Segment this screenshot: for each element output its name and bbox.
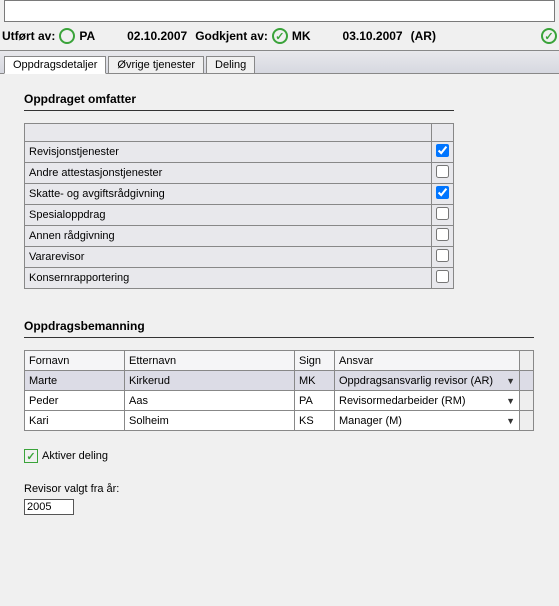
col-fornavn: Fornavn — [25, 351, 125, 371]
staff-table: Fornavn Etternavn Sign Ansvar MarteKirke… — [24, 350, 534, 431]
utfort-label: Utført av: — [2, 29, 55, 43]
staff-ansvar-label: Revisormedarbeider (RM) — [339, 395, 466, 407]
staff-sign: KS — [295, 411, 335, 431]
revisor-year-label: Revisor valgt fra år: — [24, 483, 535, 495]
godkjent-label: Godkjent av: — [195, 29, 268, 43]
content-area: Oppdraget omfatter RevisjonstjenesterAnd… — [0, 74, 559, 533]
service-checkbox-cell — [432, 142, 454, 163]
service-label: Konsernrapportering — [25, 268, 432, 289]
revisor-year-input[interactable] — [24, 499, 74, 515]
service-checkbox[interactable] — [436, 249, 449, 262]
service-label: Andre attestasjonstjenester — [25, 163, 432, 184]
check-circle-icon: ✓ — [272, 28, 288, 44]
services-header-chk — [432, 124, 454, 142]
col-ansvar: Ansvar — [335, 351, 520, 371]
divider — [24, 110, 454, 111]
dropdown-arrow-icon[interactable]: ▼ — [506, 416, 515, 426]
staff-fornavn: Kari — [25, 411, 125, 431]
godkjent-initials: MK — [292, 29, 311, 43]
staff-row[interactable]: PederAasPA Revisormedarbeider (RM) ▼ — [25, 391, 534, 411]
section-title-omfatter: Oppdraget omfatter — [24, 92, 535, 106]
service-checkbox-cell — [432, 268, 454, 289]
utfort-date: 02.10.2007 — [127, 29, 187, 43]
staff-sign: MK — [295, 371, 335, 391]
service-label: Revisjonstjenester — [25, 142, 432, 163]
service-checkbox[interactable] — [436, 186, 449, 199]
status-bar: Utført av: PA 02.10.2007 Godkjent av: ✓ … — [0, 22, 559, 50]
staff-fornavn: Peder — [25, 391, 125, 411]
staff-etternavn: Solheim — [125, 411, 295, 431]
services-header-empty — [25, 124, 432, 142]
utfort-initials: PA — [79, 29, 95, 43]
dropdown-arrow-icon[interactable]: ▼ — [506, 396, 515, 406]
aktiver-deling-row: ✓ Aktiver deling — [24, 449, 535, 463]
ar-suffix: (AR) — [411, 29, 436, 43]
col-etternavn: Etternavn — [125, 351, 295, 371]
staff-ansvar-cell[interactable]: Oppdragsansvarlig revisor (AR) ▼ — [335, 371, 520, 391]
dropdown-arrow-icon[interactable]: ▼ — [506, 376, 515, 386]
staff-fornavn: Marte — [25, 371, 125, 391]
aktiver-deling-label: Aktiver deling — [42, 450, 108, 462]
scrollbar-cell — [520, 371, 534, 391]
staff-row[interactable]: MarteKirkerudMKOppdragsansvarlig revisor… — [25, 371, 534, 391]
aktiver-deling-checkbox[interactable]: ✓ — [24, 449, 38, 463]
staff-row[interactable]: KariSolheimKS Manager (M) ▼ — [25, 411, 534, 431]
service-label: Vararevisor — [25, 247, 432, 268]
service-checkbox-cell — [432, 226, 454, 247]
tab-ovrige-tjenester[interactable]: Øvrige tjenester — [108, 56, 204, 74]
scrollbar-cell — [520, 411, 534, 431]
staff-ansvar-label: Manager (M) — [339, 415, 402, 427]
section-title-bemanning: Oppdragsbemanning — [24, 319, 535, 333]
service-checkbox-cell — [432, 205, 454, 226]
service-checkbox[interactable] — [436, 144, 449, 157]
tab-oppdragsdetaljer[interactable]: Oppdragsdetaljer — [4, 56, 106, 74]
service-checkbox-cell — [432, 184, 454, 205]
tab-bar: Oppdragsdetaljer Øvrige tjenester Deling — [0, 50, 559, 74]
staff-ansvar-cell[interactable]: Revisormedarbeider (RM) ▼ — [335, 391, 520, 411]
top-empty-box — [4, 0, 555, 22]
staff-etternavn: Aas — [125, 391, 295, 411]
service-checkbox[interactable] — [436, 207, 449, 220]
service-label: Annen rådgivning — [25, 226, 432, 247]
status-circle-icon — [59, 28, 75, 44]
staff-ansvar-label: Oppdragsansvarlig revisor (AR) — [339, 375, 493, 387]
godkjent-date: 03.10.2007 — [343, 29, 403, 43]
check-circle-icon-right: ✓ — [541, 28, 557, 44]
service-checkbox[interactable] — [436, 228, 449, 241]
service-label: Spesialoppdrag — [25, 205, 432, 226]
scrollbar-cell — [520, 391, 534, 411]
staff-sign: PA — [295, 391, 335, 411]
tab-deling[interactable]: Deling — [206, 56, 255, 74]
service-checkbox[interactable] — [436, 270, 449, 283]
col-sign: Sign — [295, 351, 335, 371]
service-checkbox-cell — [432, 247, 454, 268]
service-checkbox-cell — [432, 163, 454, 184]
scrollbar-col — [520, 351, 534, 371]
staff-ansvar-cell[interactable]: Manager (M) ▼ — [335, 411, 520, 431]
staff-etternavn: Kirkerud — [125, 371, 295, 391]
service-checkbox[interactable] — [436, 165, 449, 178]
divider — [24, 337, 534, 338]
services-table: RevisjonstjenesterAndre attestasjonstjen… — [24, 123, 454, 289]
service-label: Skatte- og avgiftsrådgivning — [25, 184, 432, 205]
